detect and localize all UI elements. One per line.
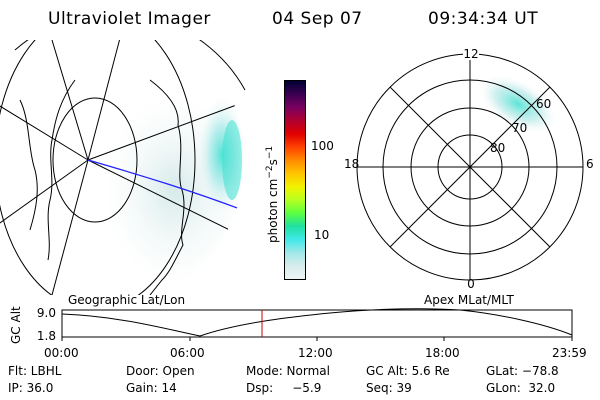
info-glat: GLat: −78.8	[486, 364, 559, 378]
colorbar-unit-label: photon cm−2s−1	[265, 146, 280, 243]
timeline-xtick-1200: 12:00	[298, 346, 333, 360]
info-mode: Mode: Normal	[246, 364, 330, 378]
timeline-xtick-0000: 00:00	[44, 346, 79, 360]
altitude-timeline: GC Alt 9.0 1.8	[9, 306, 573, 344]
instrument-title: Ultraviolet Imager	[48, 9, 211, 29]
info-door: Door: Open	[126, 364, 195, 378]
coastline-west	[47, 79, 76, 261]
timeline-xtick-1800: 18:00	[425, 346, 460, 360]
color-scale-bar	[284, 80, 306, 280]
lat-label-60: 60	[536, 97, 551, 111]
mlt-label-18: 18	[344, 157, 359, 171]
timeline-ytick-9: 9.0	[37, 306, 56, 320]
timeline-axis-label: GC Alt	[9, 306, 23, 344]
observation-time: 09:34:34 UT	[428, 9, 539, 29]
info-gain: Gain: 14	[126, 381, 177, 395]
timeline-xtick-2359: 23:59	[552, 346, 587, 360]
svg-text:photon cm−2s−1: photon cm−2s−1	[265, 146, 280, 243]
altitude-curve	[61, 308, 573, 337]
right-panel-label: Apex MLat/MLT	[424, 293, 514, 307]
timeline-xtick-0600: 06:00	[170, 346, 205, 360]
info-dsp: Dsp: −5.9	[246, 381, 322, 395]
info-gc-alt: GC Alt: 5.6 Re	[366, 364, 450, 378]
colorbar-tick-100: 100	[311, 139, 334, 153]
lat-label-80: 80	[490, 141, 505, 155]
meridian-lines	[0, 40, 245, 295]
polar-aurora	[480, 75, 556, 133]
info-glon: GLon: 32.0	[486, 381, 556, 395]
polar-plot: 12 0 18 6 60 70 80	[344, 46, 594, 291]
info-seq: Seq: 39	[366, 381, 412, 395]
coastline-east	[149, 79, 185, 295]
colorbar-tick-10: 10	[314, 228, 330, 242]
left-panel-label: Geographic Lat/Lon	[68, 293, 186, 307]
geographic-map	[0, 40, 246, 295]
satellite-track	[87, 159, 245, 213]
mlt-label-6: 6	[586, 157, 594, 171]
latitude-circle-inner	[52, 97, 138, 223]
info-ip: IP: 36.0	[8, 381, 54, 395]
lat-label-70: 70	[512, 121, 527, 135]
latitude-circle-middle	[0, 40, 196, 295]
mlt-label-0: 0	[467, 277, 475, 291]
mlt-label-12: 12	[463, 47, 478, 61]
observation-date: 04 Sep 07	[272, 9, 363, 29]
timeline-ytick-1.8: 1.8	[37, 329, 56, 343]
info-filter: Flt: LBHL	[8, 364, 62, 378]
